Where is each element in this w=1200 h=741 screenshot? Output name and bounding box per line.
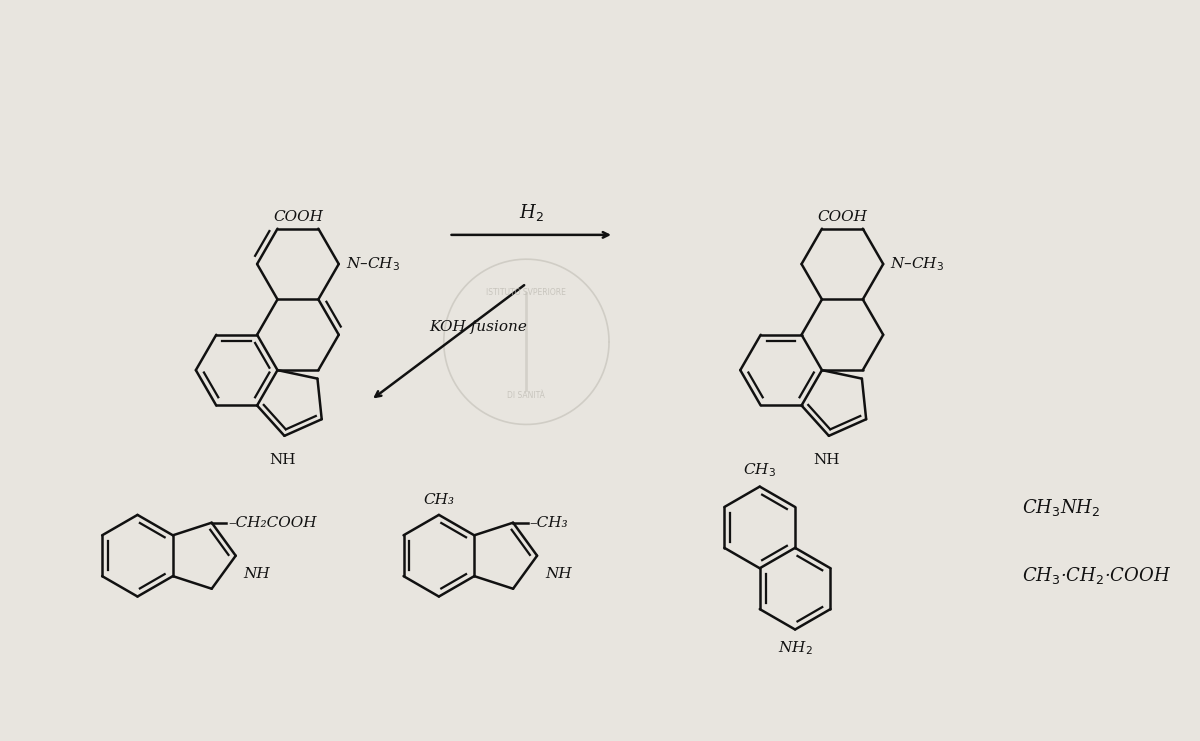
Text: –CH₃: –CH₃	[529, 516, 569, 530]
Text: N–CH$_3$: N–CH$_3$	[346, 255, 400, 273]
Text: CH$_3$: CH$_3$	[743, 461, 776, 479]
Text: ISTITUTO SVPERIORE: ISTITUTO SVPERIORE	[486, 288, 566, 296]
Text: CH$_3$·CH$_2$·COOH: CH$_3$·CH$_2$·COOH	[1022, 565, 1171, 585]
Text: –CH₂COOH: –CH₂COOH	[228, 516, 317, 530]
Text: COOH: COOH	[817, 210, 868, 224]
Text: CH$_3$NH$_2$: CH$_3$NH$_2$	[1022, 496, 1100, 518]
Text: NH: NH	[269, 453, 295, 468]
Text: NH: NH	[545, 568, 571, 582]
Text: H$_2$: H$_2$	[518, 202, 544, 223]
Text: CH₃: CH₃	[424, 493, 455, 507]
Text: DI SANITÀ: DI SANITÀ	[508, 391, 545, 400]
Text: NH: NH	[244, 568, 270, 582]
Text: N–CH$_3$: N–CH$_3$	[890, 255, 944, 273]
Text: COOH: COOH	[272, 210, 323, 224]
Text: NH$_2$: NH$_2$	[778, 639, 812, 657]
Text: NH: NH	[814, 453, 840, 468]
Text: KOH fusione: KOH fusione	[428, 320, 527, 334]
